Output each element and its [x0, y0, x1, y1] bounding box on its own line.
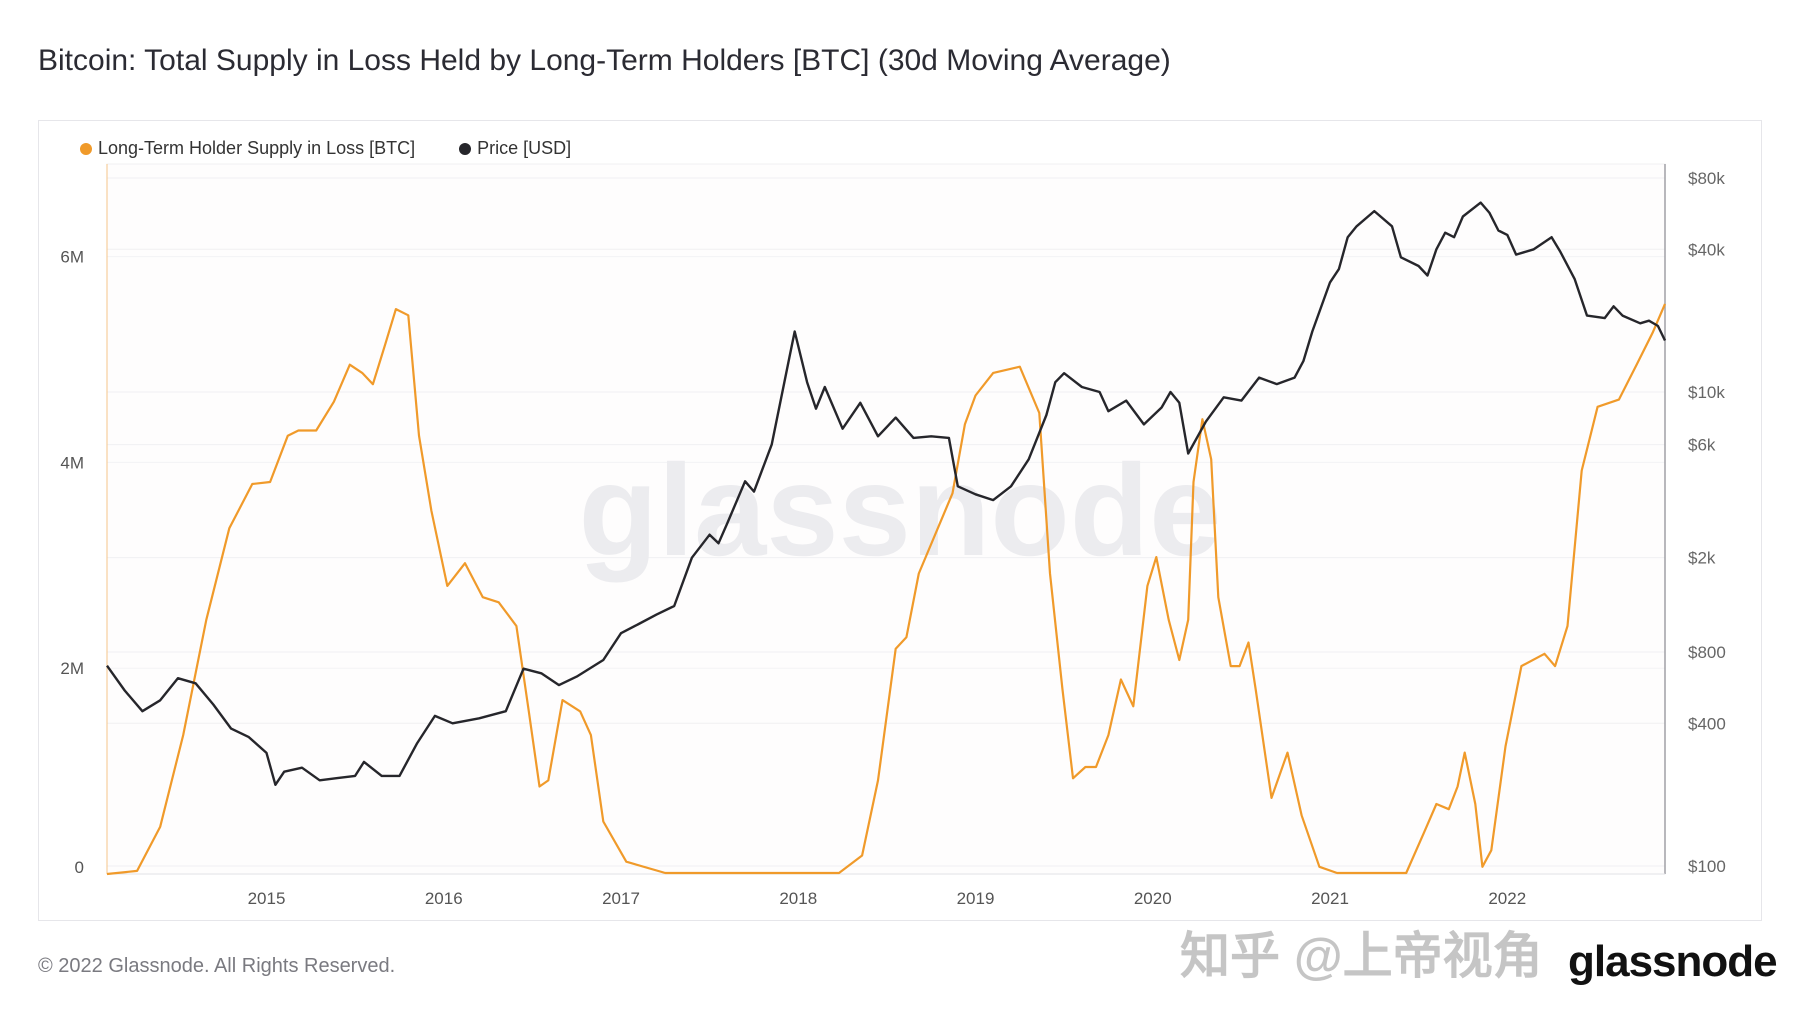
x-tick-label: 2018: [779, 889, 817, 908]
y-left-tick-label: 2M: [60, 659, 84, 678]
y-right-tick-label: $800: [1688, 643, 1726, 662]
y-right-tick-label: $10k: [1688, 383, 1725, 402]
legend-item-supply[interactable]: Long-Term Holder Supply in Loss [BTC]: [80, 138, 415, 159]
plot-area: [106, 163, 1666, 875]
x-tick-label: 2019: [957, 889, 995, 908]
chart-title: Bitcoin: Total Supply in Loss Held by Lo…: [38, 44, 1171, 77]
y-right-tick-label: $400: [1688, 714, 1726, 733]
y-right-tick-label: $40k: [1688, 240, 1725, 259]
x-tick-label: 2015: [248, 889, 286, 908]
legend: Long-Term Holder Supply in Loss [BTC] Pr…: [80, 138, 571, 159]
series-line-lth-supply-in-loss: [106, 303, 1667, 876]
y-right-tick-label: $6k: [1688, 436, 1716, 455]
x-tick-label: 2022: [1488, 889, 1526, 908]
overlay-watermark: 知乎 @上帝视角: [1180, 928, 1543, 984]
y-right-tick-label: $80k: [1688, 169, 1725, 188]
y-left-tick-label: 4M: [60, 453, 84, 472]
y-right-tick-label: $2k: [1688, 549, 1716, 568]
x-tick-label: 2020: [1134, 889, 1172, 908]
x-tick-label: 2016: [425, 889, 463, 908]
watermark: glassnode: [579, 437, 1222, 583]
legend-dot-black-icon: [459, 142, 472, 155]
legend-label-price: Price [USD]: [477, 138, 572, 158]
legend-dot-orange-icon: [80, 142, 92, 155]
legend-item-price[interactable]: Price [USD]: [459, 138, 571, 159]
y-left-tick-label: 0: [75, 858, 84, 877]
x-tick-label: 2021: [1311, 889, 1349, 908]
x-tick-label: 2017: [602, 889, 640, 908]
y-left-tick-label: 6M: [60, 248, 84, 267]
glassnode-logo: glassnode: [1568, 937, 1778, 986]
copyright: © 2022 Glassnode. All Rights Reserved.: [38, 955, 396, 977]
series-line-price: [106, 201, 1667, 786]
legend-label-supply: Long-Term Holder Supply in Loss [BTC]: [98, 138, 416, 158]
y-right-tick-label: $100: [1688, 857, 1726, 876]
